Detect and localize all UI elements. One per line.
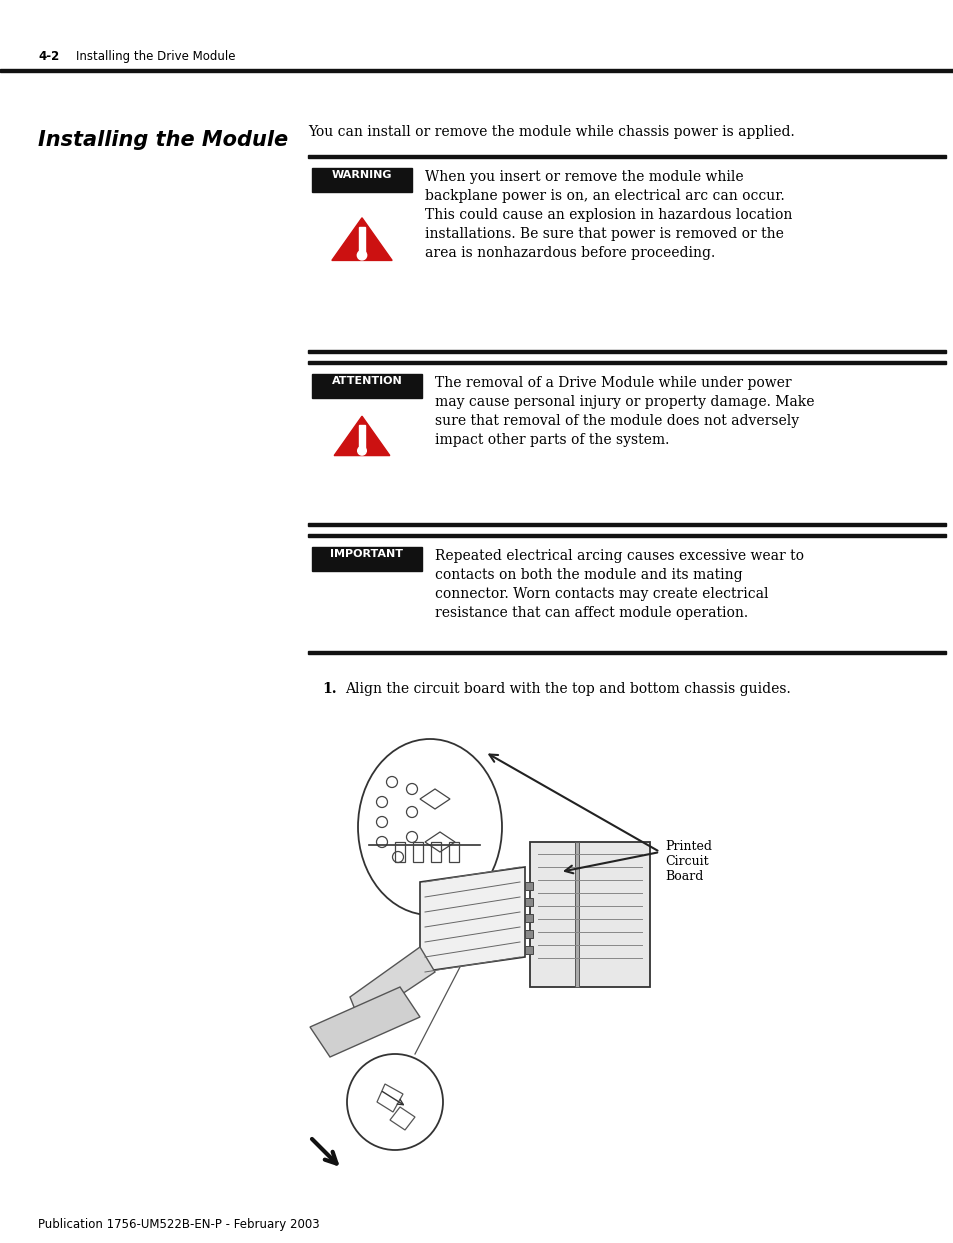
Circle shape xyxy=(357,251,366,260)
Text: 4-2: 4-2 xyxy=(38,50,59,63)
Text: WARNING: WARNING xyxy=(332,170,392,180)
Polygon shape xyxy=(332,218,392,261)
Text: 1.: 1. xyxy=(322,682,336,696)
Text: The removal of a Drive Module while under power
may cause personal injury or pro: The removal of a Drive Module while unde… xyxy=(435,375,814,446)
Bar xyxy=(431,842,440,861)
Circle shape xyxy=(357,446,366,455)
Bar xyxy=(308,534,945,537)
Bar xyxy=(575,842,578,987)
Polygon shape xyxy=(419,868,524,972)
Bar xyxy=(524,946,533,953)
Bar xyxy=(308,351,945,353)
Polygon shape xyxy=(350,947,435,1022)
Bar xyxy=(524,897,533,906)
Bar xyxy=(308,523,945,526)
Bar xyxy=(524,930,533,938)
Text: IMPORTANT: IMPORTANT xyxy=(330,549,403,559)
Bar xyxy=(413,842,422,861)
Bar xyxy=(312,547,421,571)
Bar xyxy=(312,374,421,398)
Ellipse shape xyxy=(357,740,501,915)
Text: Publication 1756-UM522B-EN-P - February 2003: Publication 1756-UM522B-EN-P - February … xyxy=(38,1218,319,1231)
Bar xyxy=(395,842,405,861)
Bar xyxy=(0,70,953,72)
Text: Repeated electrical arcing causes excessive wear to
contacts on both the module : Repeated electrical arcing causes excess… xyxy=(435,549,803,620)
Polygon shape xyxy=(334,416,390,456)
Bar xyxy=(358,227,365,252)
Ellipse shape xyxy=(347,1054,442,1150)
Text: When you insert or remove the module while
backplane power is on, an electrical : When you insert or remove the module whi… xyxy=(424,170,792,260)
Polygon shape xyxy=(310,987,419,1057)
Text: Align the circuit board with the top and bottom chassis guides.: Align the circuit board with the top and… xyxy=(345,682,790,696)
Bar xyxy=(358,425,364,447)
Bar xyxy=(530,842,649,987)
Bar xyxy=(312,168,412,191)
Text: Printed
Circuit
Board: Printed Circuit Board xyxy=(664,840,711,883)
Bar xyxy=(308,360,945,364)
Text: Installing the Drive Module: Installing the Drive Module xyxy=(76,50,235,63)
Bar xyxy=(524,914,533,922)
Text: You can install or remove the module while chassis power is applied.: You can install or remove the module whi… xyxy=(308,126,794,139)
Text: Installing the Module: Installing the Module xyxy=(38,131,288,150)
Text: ATTENTION: ATTENTION xyxy=(332,375,402,387)
Bar xyxy=(308,155,945,158)
Bar xyxy=(449,842,458,861)
Bar xyxy=(524,883,533,890)
Bar xyxy=(308,651,945,654)
